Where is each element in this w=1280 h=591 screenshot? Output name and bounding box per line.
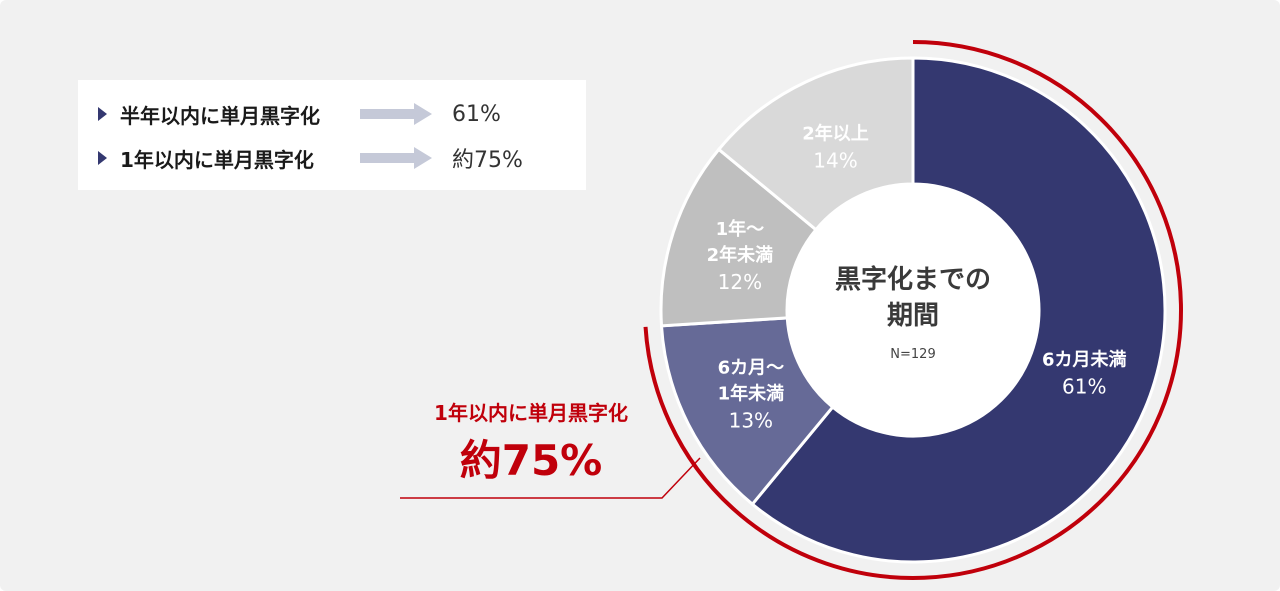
slice-value-label: 12% xyxy=(718,270,762,294)
callout-leader-line xyxy=(400,457,701,499)
center-title: 黒字化までの xyxy=(835,264,991,295)
summary-row: 半年以内に単月黒字化 61% xyxy=(98,98,501,130)
summary-label: 半年以内に単月黒字化 xyxy=(120,103,320,128)
slice-label: 6カ月～ xyxy=(718,358,785,379)
right-arrow-icon xyxy=(360,147,432,169)
center-title: 期間 xyxy=(887,301,939,331)
slice-value-label: 61% xyxy=(1062,375,1106,399)
right-arrow-icon xyxy=(360,103,432,125)
slice-label: 1年未満 xyxy=(718,383,785,405)
donut-slice xyxy=(716,56,915,232)
slice-label: 2年未満 xyxy=(707,244,774,266)
summary-value: 約75% xyxy=(452,148,523,173)
slice-value-label: 13% xyxy=(729,409,773,433)
slice-label: 2年以上 xyxy=(802,122,869,144)
highlight-arc xyxy=(643,40,1183,580)
summary-row: 1年以内に単月黒字化 約75% xyxy=(98,142,523,174)
summary-label: 1年以内に単月黒字化 xyxy=(120,147,314,172)
summary-box: 半年以内に単月黒字化 61% 1年以内に単月黒字化 約75% xyxy=(78,80,586,190)
summary-value: 61% xyxy=(452,101,501,127)
donut-slice xyxy=(750,56,1167,564)
callout-value: 約75% xyxy=(459,436,603,485)
triangle-bullet-icon xyxy=(98,151,107,165)
slice-label: 1年～ xyxy=(716,218,765,240)
donut-center xyxy=(788,185,1038,435)
center-note: N=129 xyxy=(890,347,935,362)
slice-value-label: 14% xyxy=(813,148,857,172)
callout-label: 1年以内に単月黒字化 xyxy=(434,401,628,425)
slice-label: 6カ月未満 xyxy=(1042,349,1127,371)
triangle-bullet-icon xyxy=(98,107,107,121)
